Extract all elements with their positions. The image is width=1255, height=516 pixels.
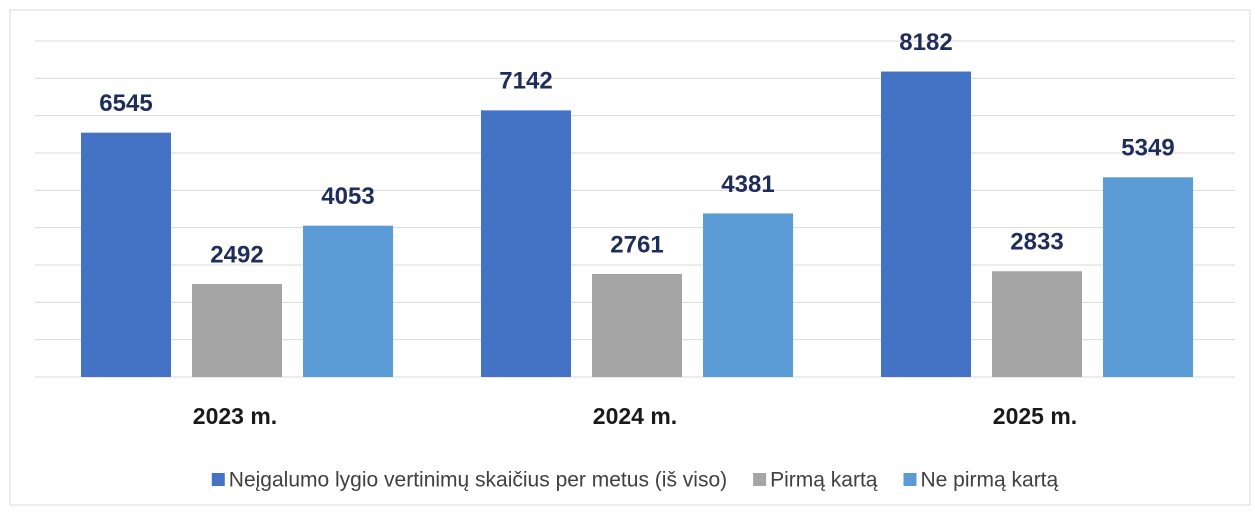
x-tick-label: 2023 m. xyxy=(193,403,277,429)
bar xyxy=(81,132,171,377)
data-label: 4053 xyxy=(321,183,374,210)
data-label: 2833 xyxy=(1010,229,1063,256)
data-label: 2761 xyxy=(610,231,663,258)
data-label: 8182 xyxy=(899,29,952,56)
legend-marker xyxy=(211,473,225,486)
legend-marker xyxy=(903,473,917,486)
chart-border xyxy=(9,9,1251,506)
legend-label: Pirmą kartą xyxy=(770,469,878,492)
bar xyxy=(881,71,971,377)
bar xyxy=(481,110,571,378)
bar xyxy=(592,273,682,377)
bar xyxy=(1103,177,1193,377)
data-label: 7142 xyxy=(499,68,552,95)
bar xyxy=(303,225,393,377)
x-tick-label: 2024 m. xyxy=(593,403,677,429)
data-label: 6545 xyxy=(99,90,152,117)
data-label: 5349 xyxy=(1121,135,1174,162)
data-label: 4381 xyxy=(721,171,774,198)
x-tick-label: 2025 m. xyxy=(993,403,1077,429)
data-label: 2492 xyxy=(210,241,263,268)
bar xyxy=(992,271,1082,377)
legend-label: Ne pirmą kartą xyxy=(920,469,1058,492)
legend-label: Neįgalumo lygio vertinimų skaičius per m… xyxy=(229,469,727,492)
legend-marker xyxy=(753,473,767,486)
bar xyxy=(192,283,282,377)
bar xyxy=(703,213,793,377)
